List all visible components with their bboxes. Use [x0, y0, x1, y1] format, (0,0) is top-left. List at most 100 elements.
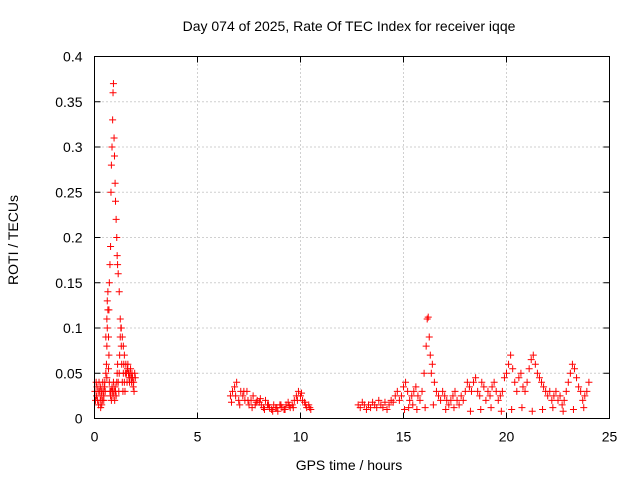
data-point — [383, 405, 391, 413]
data-point — [98, 401, 106, 409]
data-point — [259, 404, 267, 412]
x-tick-label: 15 — [396, 429, 412, 445]
data-point — [503, 369, 510, 377]
data-point — [119, 342, 127, 350]
data-point — [114, 261, 122, 269]
data-point — [256, 395, 264, 403]
data-point — [583, 387, 591, 395]
x-tick-label: 0 — [91, 429, 99, 445]
chart-title: Day 074 of 2025, Rate Of TEC Index for r… — [183, 18, 516, 34]
data-point — [105, 351, 113, 359]
data-point — [367, 404, 375, 412]
data-point — [109, 116, 117, 124]
data-point — [113, 252, 121, 260]
data-point — [397, 392, 405, 400]
data-point — [482, 396, 490, 404]
data-point — [569, 405, 577, 413]
data-point — [521, 387, 529, 395]
x-tick-labels: 0 5 10 15 20 25 — [91, 429, 618, 445]
data-point — [539, 405, 547, 413]
data-point — [105, 279, 113, 287]
data-point — [112, 392, 120, 400]
data-point — [488, 383, 496, 391]
data-point — [107, 161, 115, 169]
data-point — [268, 405, 276, 413]
axis-ticks — [94, 56, 610, 419]
data-point — [538, 378, 546, 386]
data-point — [422, 342, 430, 350]
data-point — [437, 396, 445, 404]
data-point — [486, 392, 494, 400]
y-tick-label: 0.35 — [55, 94, 82, 110]
x-tick-label: 25 — [602, 429, 618, 445]
data-point — [528, 407, 536, 415]
data-point — [113, 234, 121, 241]
data-point — [505, 360, 513, 368]
data-point — [112, 215, 120, 223]
data-point — [513, 387, 521, 395]
data-point — [127, 365, 135, 373]
data-point — [285, 402, 293, 410]
data-point — [459, 396, 467, 404]
data-point — [102, 333, 110, 341]
x-tick-label: 10 — [293, 429, 309, 445]
data-point — [110, 134, 118, 142]
data-point — [273, 404, 281, 412]
data-point — [413, 405, 421, 413]
data-point — [102, 369, 110, 377]
data-point — [570, 365, 578, 373]
data-point — [540, 383, 548, 391]
data-point — [239, 392, 247, 400]
data-point — [560, 396, 568, 404]
data-point — [519, 383, 527, 391]
data-point — [477, 405, 485, 413]
data-point — [306, 404, 314, 412]
data-point — [523, 378, 531, 386]
data-point — [105, 306, 113, 314]
data-point — [441, 392, 449, 400]
data-point — [420, 369, 428, 377]
data-point — [511, 378, 519, 386]
data-point — [427, 369, 435, 377]
data-point — [548, 396, 556, 404]
y-tick-label: 0.2 — [63, 230, 83, 246]
data-point — [453, 396, 461, 404]
data-point — [492, 387, 500, 395]
data-point — [429, 401, 437, 409]
scatter-series — [226, 378, 315, 415]
data-point — [472, 374, 480, 382]
data-point — [484, 387, 492, 395]
data-point — [465, 383, 473, 391]
data-point — [131, 374, 139, 382]
data-point — [249, 392, 257, 400]
data-point — [425, 333, 433, 341]
data-point — [426, 351, 434, 359]
data-point — [474, 387, 482, 395]
data-point — [107, 243, 115, 251]
data-point — [575, 383, 583, 391]
data-point — [518, 404, 526, 412]
data-point — [402, 378, 410, 386]
data-point — [114, 270, 122, 278]
data-point — [108, 143, 116, 151]
data-point — [105, 365, 113, 373]
data-point — [404, 387, 412, 395]
data-point — [112, 197, 120, 205]
data-point — [451, 387, 459, 395]
data-point — [535, 374, 543, 382]
x-tick-label: 20 — [499, 429, 515, 445]
data-point — [418, 387, 426, 395]
data-point — [102, 360, 110, 368]
data-point — [107, 188, 115, 196]
data-point — [568, 360, 576, 368]
data-point — [439, 387, 447, 395]
data-point — [562, 387, 570, 395]
data-point — [507, 351, 515, 359]
data-point — [546, 387, 554, 395]
data-point — [393, 387, 401, 395]
data-point — [248, 404, 256, 412]
data-point — [277, 401, 285, 409]
data-point — [252, 398, 260, 406]
data-point — [401, 405, 409, 413]
